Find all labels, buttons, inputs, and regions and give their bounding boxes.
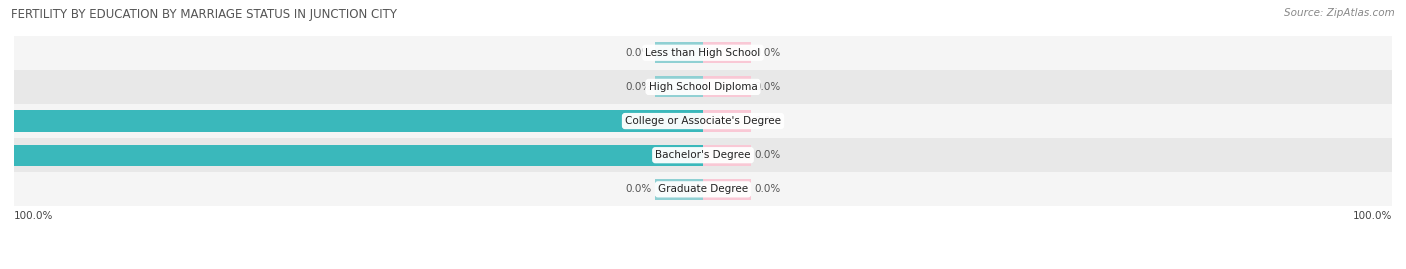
Bar — [703, 111, 751, 132]
Bar — [14, 70, 1392, 104]
Text: Bachelor's Degree: Bachelor's Degree — [655, 150, 751, 160]
Text: FERTILITY BY EDUCATION BY MARRIAGE STATUS IN JUNCTION CITY: FERTILITY BY EDUCATION BY MARRIAGE STATU… — [11, 8, 398, 21]
Bar — [14, 172, 1392, 206]
Bar — [14, 36, 1392, 70]
Text: 0.0%: 0.0% — [755, 116, 780, 126]
Text: 0.0%: 0.0% — [626, 184, 651, 194]
Text: 0.0%: 0.0% — [626, 48, 651, 58]
Bar — [14, 145, 703, 166]
Text: 0.0%: 0.0% — [755, 150, 780, 160]
Text: 0.0%: 0.0% — [755, 184, 780, 194]
Text: High School Diploma: High School Diploma — [648, 82, 758, 92]
Bar — [655, 76, 703, 97]
Bar — [703, 42, 751, 63]
Text: Graduate Degree: Graduate Degree — [658, 184, 748, 194]
Text: College or Associate's Degree: College or Associate's Degree — [626, 116, 780, 126]
Bar — [655, 179, 703, 200]
Text: 100.0%: 100.0% — [1353, 211, 1392, 221]
Text: 0.0%: 0.0% — [626, 82, 651, 92]
Text: 100.0%: 100.0% — [14, 211, 53, 221]
Bar — [14, 138, 1392, 172]
Bar — [703, 179, 751, 200]
Text: Source: ZipAtlas.com: Source: ZipAtlas.com — [1284, 8, 1395, 18]
Bar — [14, 104, 1392, 138]
Bar — [703, 145, 751, 166]
Bar — [14, 111, 703, 132]
Text: Less than High School: Less than High School — [645, 48, 761, 58]
Bar — [655, 42, 703, 63]
Text: 100.0%: 100.0% — [0, 116, 11, 126]
Text: 100.0%: 100.0% — [0, 150, 11, 160]
Text: 0.0%: 0.0% — [755, 82, 780, 92]
Text: 0.0%: 0.0% — [755, 48, 780, 58]
Bar — [703, 76, 751, 97]
